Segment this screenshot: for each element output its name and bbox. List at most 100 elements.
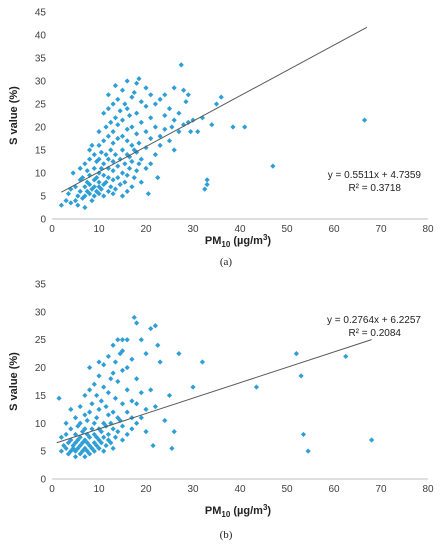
y-tick-label: 30 [35, 77, 47, 88]
x-tick-label: 20 [140, 484, 152, 495]
data-point [87, 387, 93, 393]
data-point [75, 423, 81, 429]
data-point [124, 172, 130, 178]
data-point [72, 448, 79, 454]
data-point [166, 106, 173, 112]
data-point [157, 96, 163, 102]
data-point [138, 390, 144, 396]
data-point [145, 191, 151, 197]
data-point [119, 348, 126, 354]
data-point [58, 448, 64, 454]
data-point [98, 440, 104, 446]
chart-a-y-axis-title: S value (%) [8, 86, 20, 145]
data-point [108, 184, 114, 190]
data-point [131, 175, 137, 181]
x-tick-label: 60 [328, 484, 340, 495]
data-point [293, 351, 299, 357]
y-tick-label: 5 [40, 447, 46, 458]
data-point [134, 110, 140, 116]
data-point [103, 124, 109, 130]
data-point [101, 161, 107, 167]
data-point [110, 342, 116, 348]
data-point [87, 191, 93, 197]
data-point [87, 409, 93, 415]
data-point [112, 83, 119, 89]
data-point [72, 454, 79, 460]
data-point [96, 170, 102, 176]
x-tick-label: 70 [375, 224, 387, 235]
data-point [96, 142, 102, 148]
data-point [70, 170, 76, 176]
data-point [162, 417, 168, 424]
data-point [110, 158, 116, 165]
data-point [138, 156, 144, 162]
data-point [155, 175, 161, 181]
data-point [119, 401, 126, 407]
data-point [126, 112, 133, 119]
data-point [79, 429, 86, 435]
data-point [56, 395, 62, 401]
y-tick-label: 5 [40, 192, 46, 203]
data-point [166, 392, 173, 399]
chart-b-x-tick-labels: 0 10 20 30 40 50 60 70 80 [49, 484, 434, 495]
data-point [79, 448, 86, 454]
data-point [110, 168, 116, 174]
data-point [115, 122, 121, 128]
data-point [157, 359, 163, 365]
x-tick-label: 30 [187, 484, 199, 495]
data-point [63, 198, 69, 204]
chart-panel-b: 0 10 20 30 40 50 60 70 80 0 5 10 15 20 25 30 35 y = 0.2… [8, 280, 434, 542]
data-point [75, 193, 81, 199]
chart-b-trend-equation: y = 0.2764x + 6.2257 [327, 315, 421, 326]
x-tick-label: 70 [375, 484, 387, 495]
chart-a-y-tick-labels: 0 5 10 15 20 25 30 35 40 45 [35, 8, 47, 226]
data-point [143, 429, 149, 435]
data-point [98, 398, 104, 404]
data-point [63, 431, 69, 438]
data-point [152, 403, 158, 410]
data-point [134, 420, 140, 426]
data-point [58, 434, 64, 440]
data-point [169, 124, 175, 130]
data-point [101, 384, 107, 390]
chart-b-data-points [56, 314, 375, 460]
data-point [124, 188, 130, 194]
x-tick-label: 10 [93, 224, 105, 235]
data-point [103, 403, 109, 410]
x-tick-label: 80 [422, 224, 434, 235]
data-point [126, 165, 133, 171]
data-point [138, 415, 144, 421]
data-point [75, 445, 81, 451]
y-tick-label: 10 [35, 419, 47, 430]
data-point [103, 152, 109, 158]
data-point [89, 198, 95, 204]
data-point [82, 161, 88, 167]
x-tick-label: 30 [187, 224, 199, 235]
data-point [124, 106, 130, 112]
data-point [143, 129, 149, 135]
y-tick-label: 20 [35, 363, 47, 374]
data-point [91, 448, 97, 454]
data-point [115, 378, 121, 385]
data-point [218, 94, 224, 100]
chart-b-trendline [56, 339, 372, 444]
data-point [117, 351, 123, 357]
data-point [112, 152, 119, 158]
data-point [110, 409, 116, 415]
data-point [105, 106, 111, 112]
data-point [110, 191, 116, 197]
data-point [110, 370, 116, 376]
y-tick-label: 0 [40, 215, 46, 226]
data-point [68, 406, 74, 412]
y-tick-label: 45 [35, 8, 47, 19]
chart-b-x-axis-title: PM10 (µg/m3) [205, 503, 271, 519]
data-point [129, 124, 135, 130]
data-point [91, 184, 97, 190]
data-point [110, 129, 116, 135]
data-point [176, 110, 182, 116]
data-point [119, 367, 126, 373]
data-point [134, 376, 140, 382]
data-point [103, 179, 109, 185]
chart-a-trend-equation: y = 0.5511x + 4.7359 [328, 170, 422, 181]
data-point [122, 179, 128, 185]
